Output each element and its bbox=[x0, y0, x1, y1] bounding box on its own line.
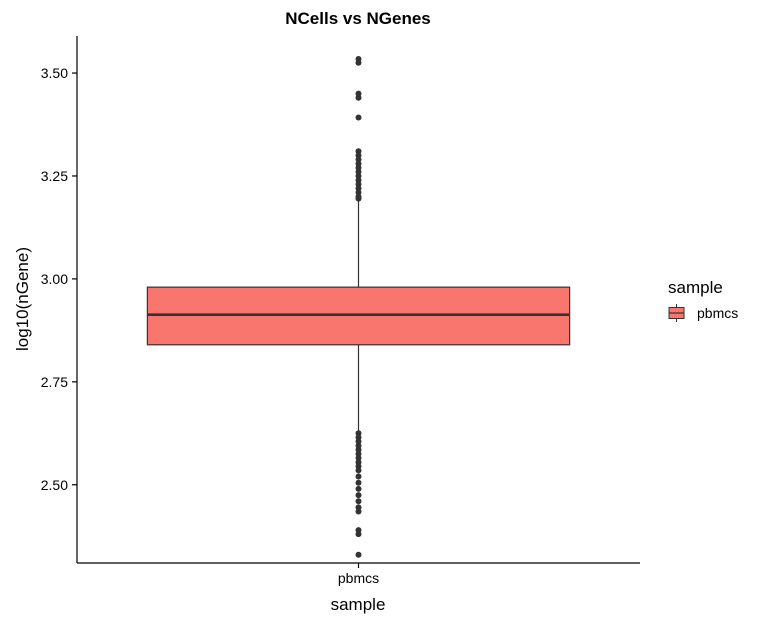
outlier-point bbox=[355, 467, 362, 474]
plot-panel: 2.50 2.75 3.00 3.25 3.50 pbmcs bbox=[41, 36, 640, 586]
outlier-point bbox=[355, 59, 362, 66]
legend-entries: pbmcs bbox=[668, 304, 738, 322]
legend-title: sample bbox=[668, 278, 723, 297]
y-tick-label: 2.50 bbox=[41, 477, 68, 493]
outlier-point bbox=[355, 479, 362, 486]
x-tick-label: pbmcs bbox=[338, 570, 379, 586]
legend: sample pbmcs bbox=[668, 278, 738, 322]
legend-label: pbmcs bbox=[697, 305, 738, 321]
chart-title: NCells vs NGenes bbox=[285, 9, 431, 28]
outlier-point bbox=[355, 455, 362, 462]
outlier-point bbox=[355, 463, 362, 470]
outlier-point bbox=[355, 438, 362, 445]
outlier-point bbox=[355, 551, 362, 558]
outlier-point bbox=[355, 446, 362, 453]
outlier-point bbox=[355, 504, 362, 511]
outlier-point bbox=[355, 430, 362, 437]
boxes bbox=[146, 56, 571, 558]
outlier-point bbox=[355, 459, 362, 466]
outlier-point bbox=[355, 90, 362, 97]
outlier-point bbox=[355, 527, 362, 534]
outlier-point bbox=[355, 531, 362, 538]
y-tick-label: 2.75 bbox=[41, 374, 68, 390]
outlier-point bbox=[355, 189, 362, 196]
outlier-point bbox=[355, 442, 362, 449]
outlier-point bbox=[355, 473, 362, 480]
outlier-point bbox=[355, 434, 362, 441]
outlier-point bbox=[355, 177, 362, 184]
outlier-point bbox=[355, 485, 362, 492]
outlier-point bbox=[355, 498, 362, 505]
outlier-point bbox=[355, 148, 362, 155]
x-axis-ticks: pbmcs bbox=[338, 563, 379, 586]
outlier-point bbox=[355, 168, 362, 175]
x-axis-label: sample bbox=[331, 595, 386, 614]
outlier-point bbox=[355, 195, 362, 202]
outlier-point bbox=[355, 152, 362, 159]
outlier-point bbox=[355, 156, 362, 163]
outlier-point bbox=[355, 450, 362, 457]
outlier-point bbox=[355, 172, 362, 179]
outlier-point bbox=[355, 160, 362, 167]
outlier-point bbox=[355, 164, 362, 171]
y-tick-label: 3.50 bbox=[41, 65, 68, 81]
outlier-point bbox=[355, 114, 362, 121]
y-tick-label: 3.25 bbox=[41, 168, 68, 184]
outlier-point bbox=[355, 508, 362, 515]
y-axis-ticks: 2.50 2.75 3.00 3.25 3.50 bbox=[41, 65, 77, 493]
outlier-point bbox=[355, 181, 362, 188]
y-axis-label: log10(nGene) bbox=[13, 247, 32, 351]
outlier-point bbox=[355, 94, 362, 101]
outlier-point bbox=[355, 492, 362, 499]
outlier-point bbox=[355, 185, 362, 192]
y-tick-label: 3.00 bbox=[41, 271, 68, 287]
